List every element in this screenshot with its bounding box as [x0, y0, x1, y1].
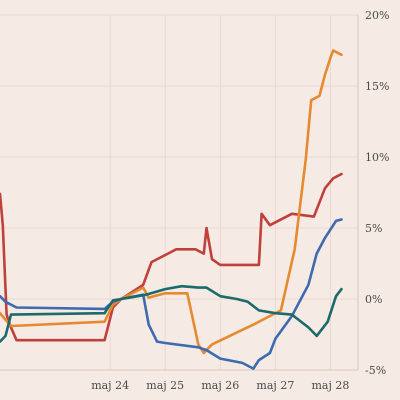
- grid: [0, 14, 358, 371]
- x-tick-label: maj 24: [91, 379, 129, 392]
- series-line-4: [0, 284, 343, 343]
- y-tick-label: 10%: [365, 151, 389, 164]
- tick-labels: 20% 15% 10% 5% 0% -5% maj 24 maj 25 maj 26 maj 27…: [91, 9, 389, 392]
- y-tick-label: 15%: [365, 80, 389, 93]
- x-tick-label: maj 25: [146, 379, 184, 392]
- y-tick-label: 20%: [365, 9, 389, 22]
- y-tick-label: 5%: [365, 222, 382, 235]
- y-tick-label: -5%: [365, 364, 386, 377]
- x-tick-label: maj 27: [256, 379, 294, 392]
- series-line-1: [0, 172, 343, 342]
- x-tick-label: maj 26: [201, 379, 239, 392]
- y-tick-label: 0%: [365, 293, 382, 306]
- axes: [0, 15, 359, 371]
- series-lines: [0, 49, 343, 370]
- x-tick-label: maj 28: [312, 379, 350, 392]
